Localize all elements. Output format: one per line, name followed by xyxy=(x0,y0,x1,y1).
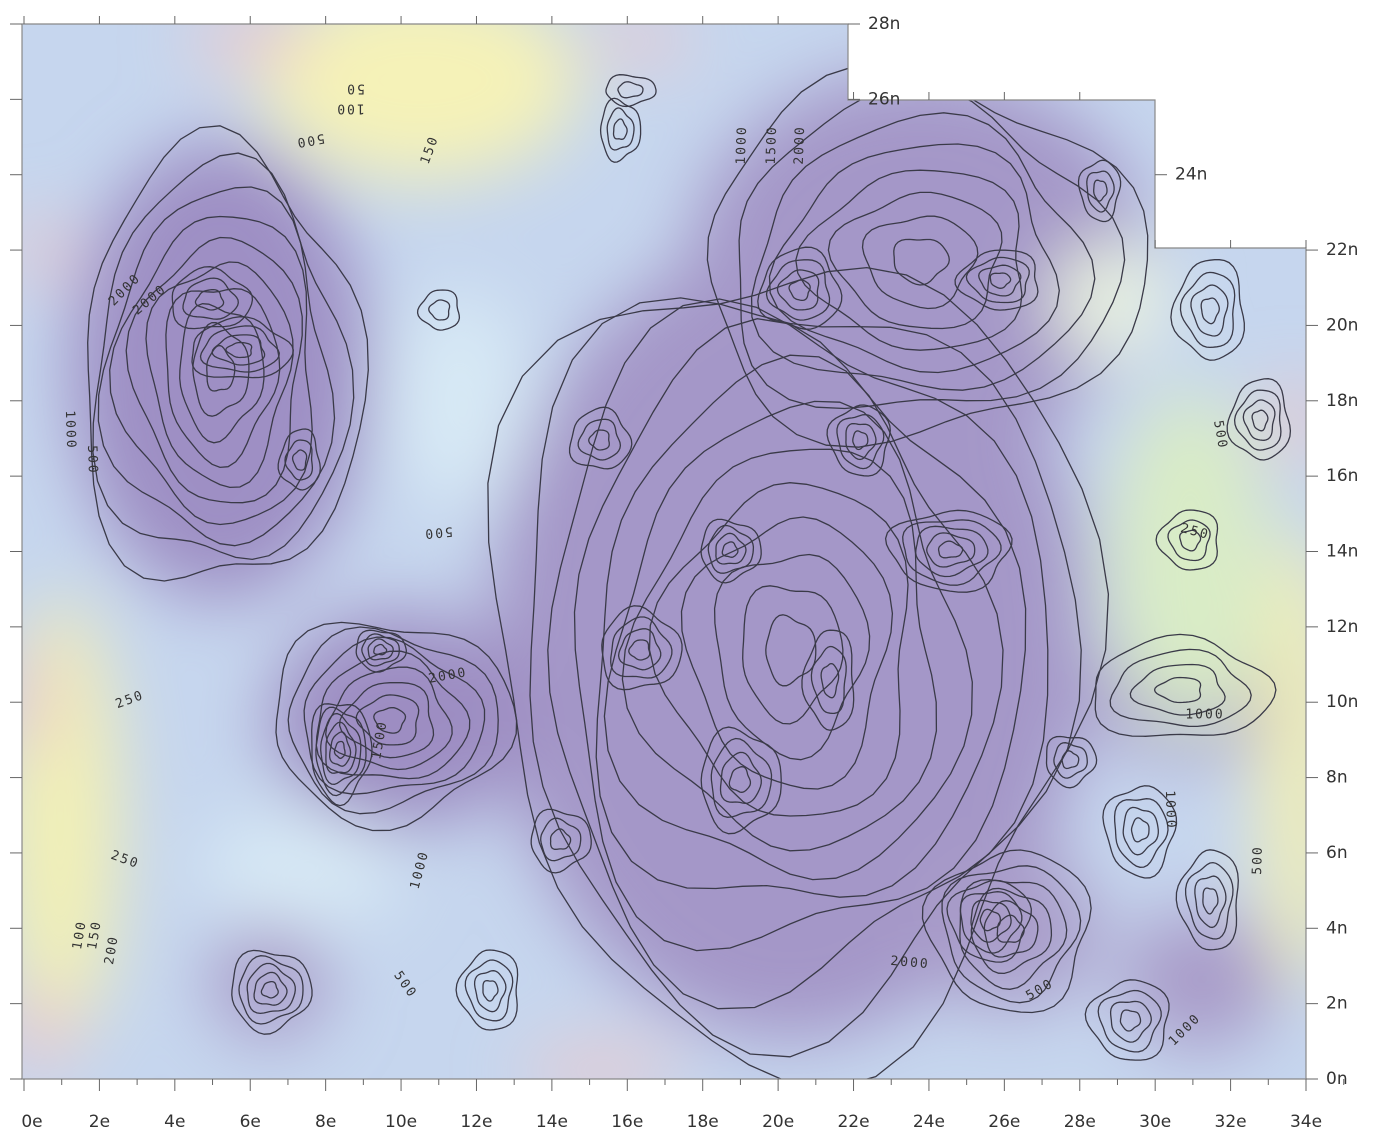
x-tick-label: 22e xyxy=(837,1112,869,1132)
contour-label: 1500 xyxy=(764,125,780,165)
y-tick-label: 10n xyxy=(1326,692,1358,712)
y-tick-label: 0n xyxy=(1326,1069,1348,1089)
x-tick-label: 2e xyxy=(89,1112,110,1132)
color-region xyxy=(590,20,690,60)
color-region xyxy=(10,640,50,760)
y-tick-label: 16n xyxy=(1326,466,1358,486)
color-region xyxy=(1050,240,1170,360)
y-tick-label: 12n xyxy=(1326,617,1358,637)
color-region xyxy=(1270,380,1320,460)
color-region xyxy=(70,140,370,600)
y-tick-label: 22n xyxy=(1326,240,1358,260)
contour-map: 0e 2e 4e 6e 8e 10e 12e 14e 16e 18e 20e 22e 24e 26e 28e… xyxy=(0,0,1383,1135)
x-tick-label: 10e xyxy=(385,1112,417,1132)
y-tick-label: 2n xyxy=(1326,994,1348,1014)
x-tick-label: 4e xyxy=(164,1112,185,1132)
y-tick-label: 6n xyxy=(1326,843,1348,863)
x-tick-label: 30e xyxy=(1139,1112,1171,1132)
x-tick-label: 6e xyxy=(240,1112,261,1132)
color-region xyxy=(10,990,70,1070)
contour-label: 1000 xyxy=(734,125,750,165)
x-tick-label: 0e xyxy=(21,1112,42,1132)
x-tick-label: 24e xyxy=(913,1112,945,1132)
y-tick-label: 20n xyxy=(1326,315,1358,335)
contour-label: 500 xyxy=(1250,845,1266,875)
contour-label: 500 xyxy=(84,445,100,475)
x-tick-label: 26e xyxy=(988,1112,1020,1132)
y-tick-label: 28n xyxy=(868,14,900,34)
x-tick-label: 14e xyxy=(536,1112,568,1132)
color-region xyxy=(1120,910,1280,1050)
x-tick-label: 20e xyxy=(762,1112,794,1132)
color-region xyxy=(390,290,530,510)
color-region xyxy=(270,610,530,830)
y-tick-label: 4n xyxy=(1326,918,1348,938)
contour-label: 50 xyxy=(345,81,365,96)
color-region xyxy=(520,1050,680,1090)
x-tick-label: 34e xyxy=(1290,1112,1322,1132)
contour-label: 500 xyxy=(423,523,454,541)
x-tick-label: 28e xyxy=(1064,1112,1096,1132)
y-tick-label: 8n xyxy=(1326,768,1348,788)
x-tick-label: 12e xyxy=(460,1112,492,1132)
y-tick-label: 14n xyxy=(1326,542,1358,562)
y-tick-label: 26n xyxy=(868,89,900,109)
x-tick-label: 32e xyxy=(1215,1112,1247,1132)
x-tick-label: 18e xyxy=(687,1112,719,1132)
contour-label: 2000 xyxy=(792,125,808,165)
x-tick-label: 16e xyxy=(611,1112,643,1132)
y-tick-label: 18n xyxy=(1326,391,1358,411)
contour-label: 1000 xyxy=(1185,708,1224,723)
y-tick-label: 24n xyxy=(1175,165,1207,185)
contour-label: 1000 xyxy=(1162,790,1178,830)
color-region xyxy=(0,600,120,1040)
contour-label: 100 xyxy=(335,101,364,116)
contour-label: 1000 xyxy=(62,410,78,450)
color-region xyxy=(200,810,400,930)
x-tick-label: 8e xyxy=(315,1112,336,1132)
